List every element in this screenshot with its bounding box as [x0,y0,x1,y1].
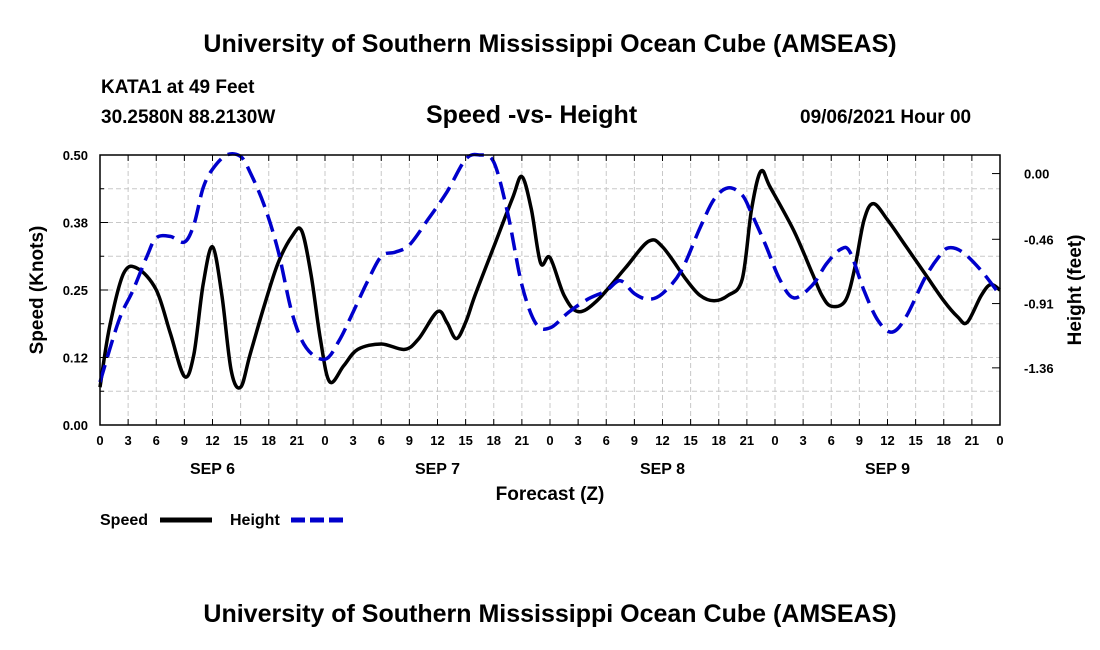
x-tick-label: 15 [908,433,922,448]
x-tick-label: 9 [856,433,863,448]
y-right-tick-label: -0.46 [1024,232,1054,247]
x-axis-title: Forecast (Z) [496,484,605,505]
x-tick-label: 0 [996,433,1003,448]
x-tick-label: 18 [262,433,276,448]
station-coordinates: 30.2580N 88.2130W [101,107,276,128]
footer-title: University of Southern Mississippi Ocean… [203,600,897,628]
x-tick-label: 9 [406,433,413,448]
x-tick-label: 0 [546,433,553,448]
y-left-tick-label: 0.50 [63,148,88,163]
x-tick-label: 0 [771,433,778,448]
x-tick-label: 6 [153,433,160,448]
chart-subtitle: Speed -vs- Height [426,101,638,129]
tick-layer [99,154,1001,426]
legend-height-label: Height [230,512,280,529]
label-layer: 0 3 6 9 12 15 18 21 0 3 6 9 12 15 18 21 0 3 6 9 12 15 18 21 0 3 6 9… [63,148,1054,478]
x-tick-label: 18 [712,433,726,448]
x-date-label: SEP 6 [190,461,235,478]
station-label: KATA1 at 49 Feet [101,77,255,98]
y-left-tick-label: 0.00 [63,418,88,433]
y-axis-left-title: Speed (Knots) [27,226,48,355]
series-line-height [98,152,1002,383]
x-tick-label: 3 [350,433,357,448]
legend-speed-label: Speed [100,512,148,529]
x-tick-label: 18 [487,433,501,448]
x-tick-label: 12 [205,433,219,448]
x-tick-label: 21 [515,433,529,448]
y-right-tick-label: 0.00 [1024,167,1049,182]
forecast-datetime: 09/06/2021 Hour 00 [800,107,972,128]
x-tick-label: 6 [378,433,385,448]
x-tick-label: 15 [233,433,247,448]
y-left-tick-label: 0.25 [63,283,88,298]
y-axis-right-title: Height (feet) [1065,235,1086,346]
x-date-label: SEP 8 [640,461,685,478]
x-tick-label: 0 [96,433,103,448]
x-tick-label: 21 [740,433,754,448]
series-layer [98,152,1002,390]
x-tick-label: 12 [880,433,894,448]
x-date-label: SEP 7 [415,461,460,478]
x-tick-label: 6 [828,433,835,448]
x-tick-label: 21 [290,433,304,448]
chart-title: University of Southern Mississippi Ocean… [203,30,897,58]
x-tick-label: 15 [458,433,472,448]
x-date-label: SEP 9 [865,461,910,478]
x-tick-label: 12 [430,433,444,448]
x-tick-label: 9 [631,433,638,448]
y-right-tick-label: -0.91 [1024,297,1054,312]
x-tick-label: 3 [800,433,807,448]
x-tick-label: 6 [603,433,610,448]
series-line-speed [98,168,1002,390]
x-tick-label: 9 [181,433,188,448]
x-tick-label: 21 [965,433,979,448]
x-tick-label: 18 [937,433,951,448]
y-left-tick-label: 0.12 [63,351,88,366]
x-tick-label: 3 [575,433,582,448]
legend: Speed Height [100,512,343,529]
y-right-tick-label: -1.36 [1024,361,1054,376]
x-tick-label: 0 [321,433,328,448]
x-tick-label: 12 [655,433,669,448]
x-tick-label: 15 [683,433,697,448]
x-tick-label: 3 [125,433,132,448]
y-left-tick-label: 0.38 [63,216,88,231]
